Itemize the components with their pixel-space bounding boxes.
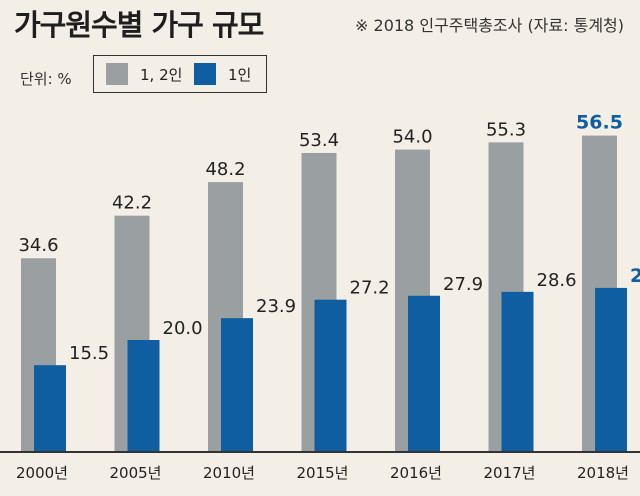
bar-single bbox=[595, 287, 627, 452]
data-label-multi: 48.2 bbox=[205, 159, 245, 180]
bar-single bbox=[221, 318, 253, 452]
source-note: ※ 2018 인구주택총조사 (자료: 통계청) bbox=[355, 16, 624, 35]
x-tick-label: 2018년 bbox=[577, 464, 629, 482]
legend: 1, 2인 1인 bbox=[93, 55, 267, 93]
x-tick-label: 2015년 bbox=[297, 464, 349, 482]
data-label-multi: 42.2 bbox=[112, 193, 152, 214]
bar-single bbox=[501, 291, 534, 452]
x-tick-label: 2010년 bbox=[203, 464, 255, 482]
x-tick-label: 2000년 bbox=[16, 464, 68, 482]
legend-label-multi: 1, 2인 bbox=[140, 66, 183, 84]
x-tick-label: 2016년 bbox=[390, 464, 442, 482]
data-label-single: 20.0 bbox=[163, 318, 203, 339]
data-label-single: 29.3 bbox=[630, 265, 640, 287]
data-label-single: 27.2 bbox=[350, 278, 390, 299]
unit-label: 단위: % bbox=[20, 70, 72, 88]
legend-swatch-multi bbox=[106, 63, 128, 85]
legend-swatch-single bbox=[194, 63, 216, 85]
data-label-single: 23.9 bbox=[256, 296, 296, 317]
x-tick-label: 2005년 bbox=[110, 464, 162, 482]
data-label-multi: 54.0 bbox=[392, 127, 432, 148]
legend-label-single: 1인 bbox=[228, 66, 252, 84]
data-label-single: 15.5 bbox=[69, 343, 109, 364]
data-label-multi: 56.5 bbox=[576, 112, 623, 134]
bar-single bbox=[408, 295, 440, 452]
chart-title: 가구원수별 가구 규모 bbox=[14, 8, 264, 42]
bar-single bbox=[127, 340, 160, 452]
data-label-multi: 53.4 bbox=[299, 130, 339, 151]
data-label-single: 28.6 bbox=[537, 270, 577, 291]
data-label-single: 27.9 bbox=[443, 274, 483, 295]
data-label-multi: 34.6 bbox=[18, 235, 58, 256]
x-tick-label: 2017년 bbox=[484, 464, 536, 482]
bar-single bbox=[314, 299, 347, 452]
data-label-multi: 55.3 bbox=[486, 119, 526, 140]
bar-single bbox=[34, 365, 66, 452]
